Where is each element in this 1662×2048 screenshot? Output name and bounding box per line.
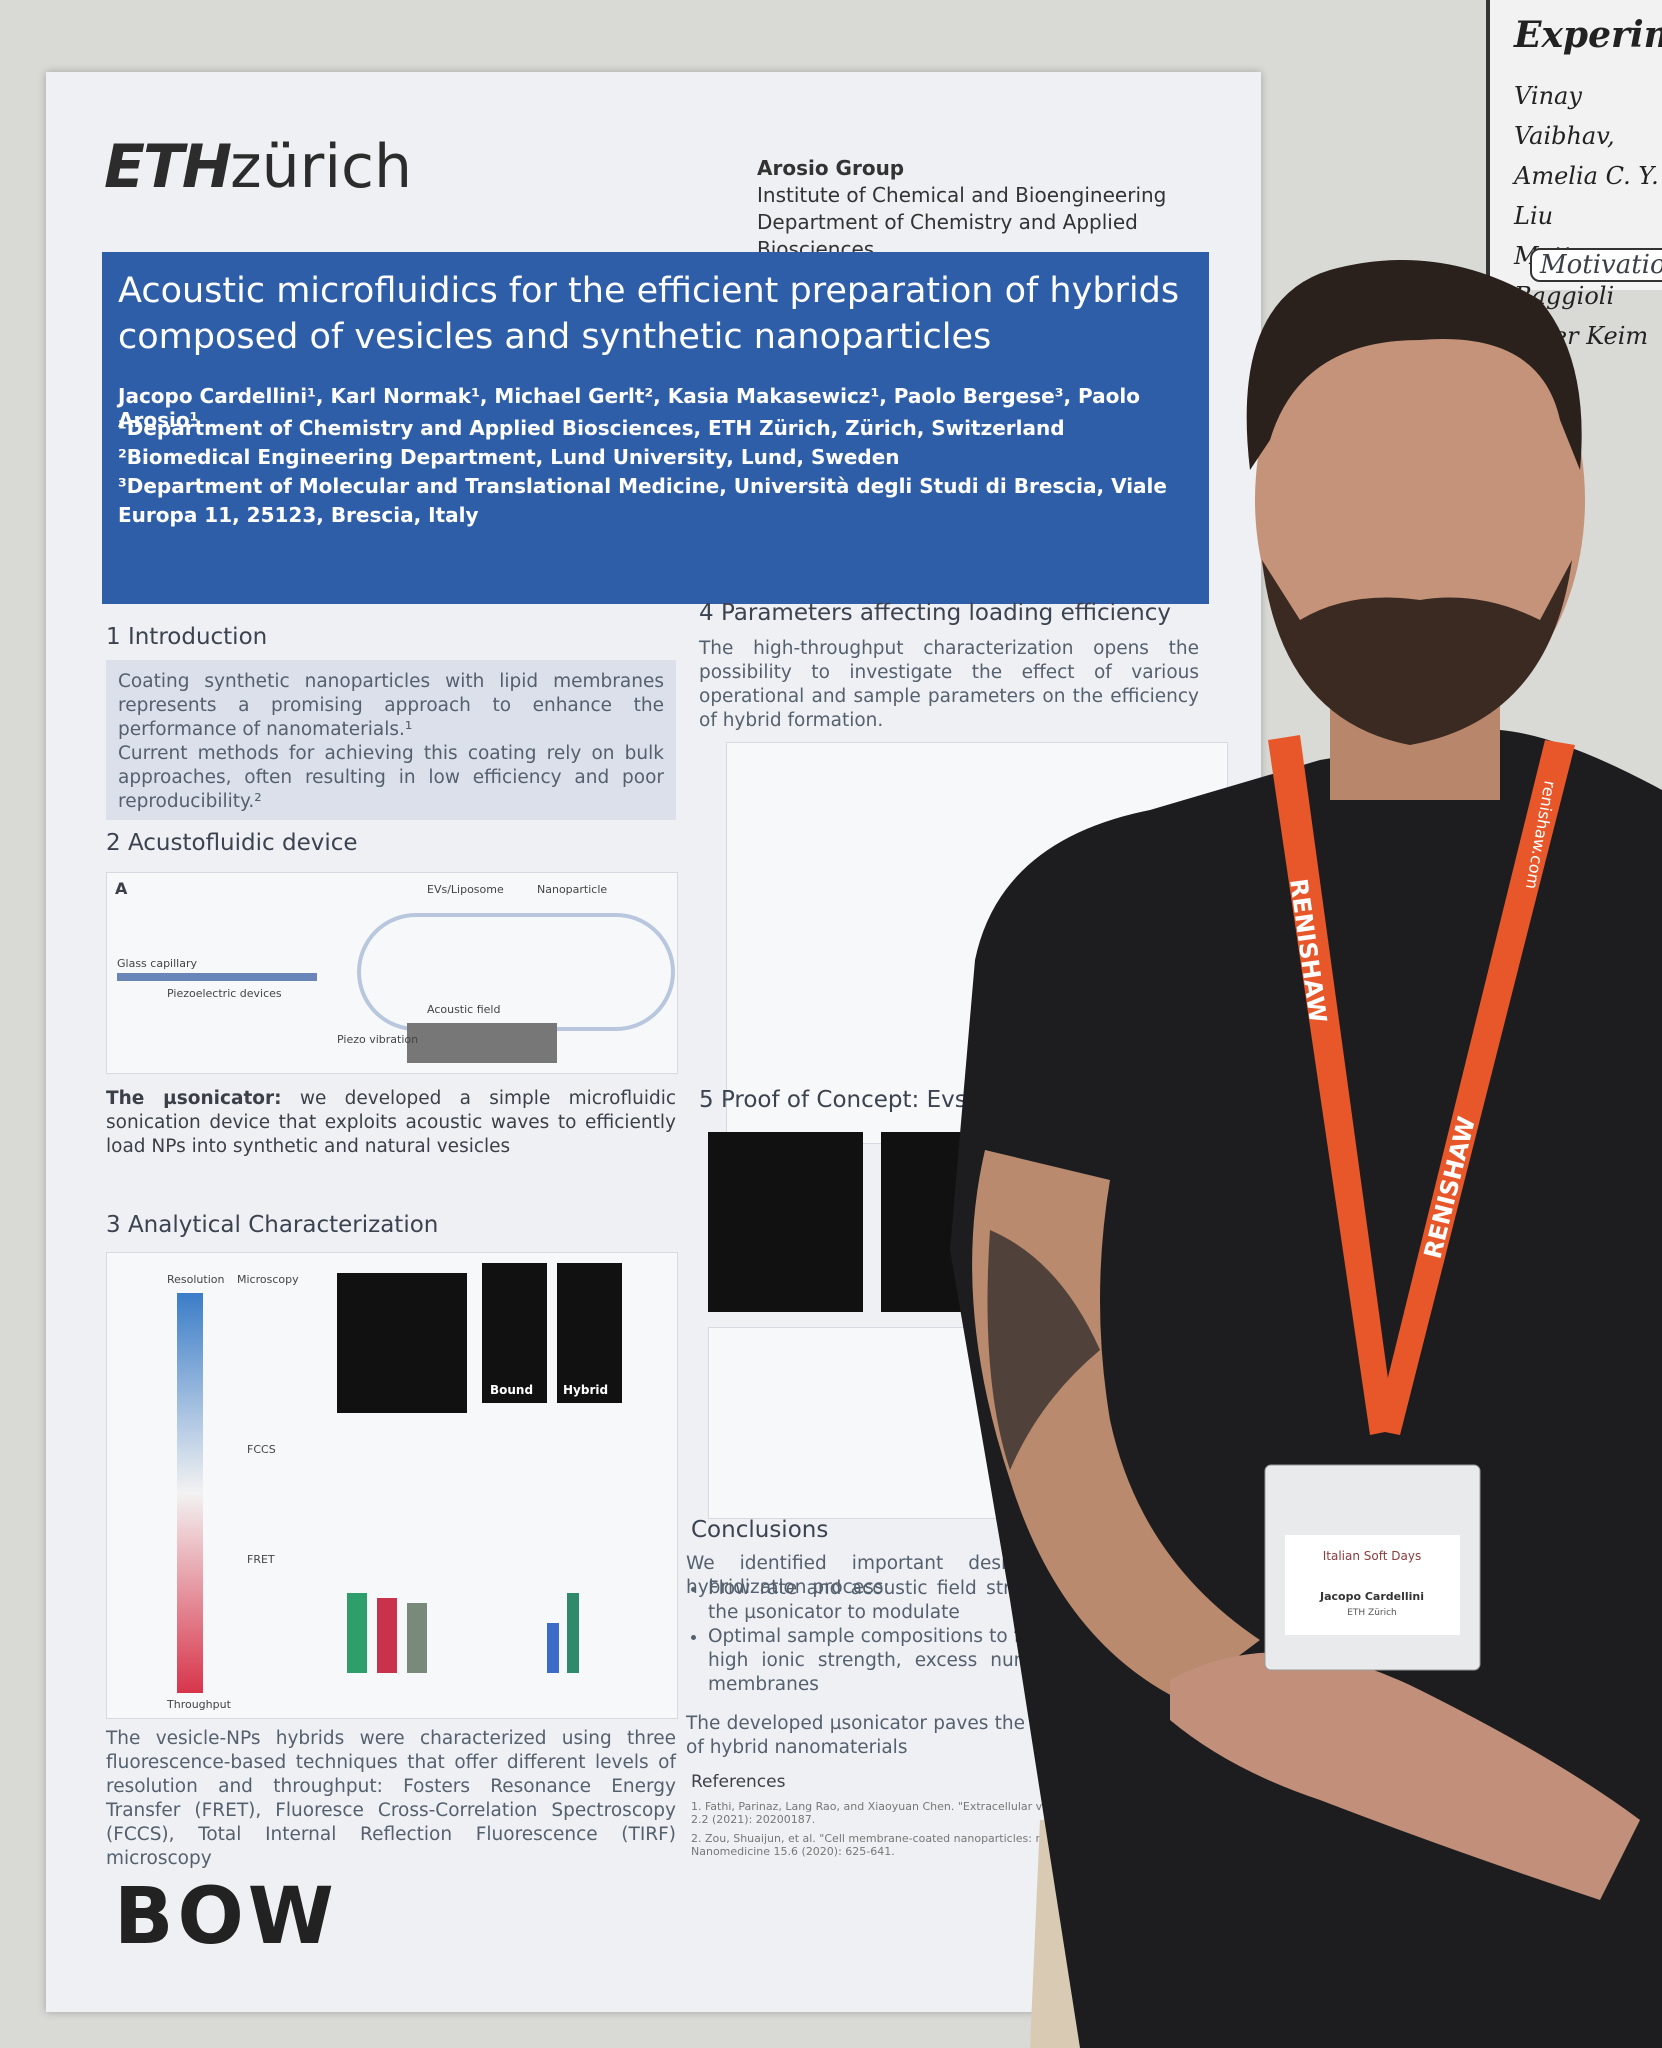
- neighbor-poster: Experimen Vinay Vaibhav, Amelia C. Y. Li…: [1486, 0, 1662, 390]
- parameters-text: The high-throughput characterization ope…: [699, 638, 1199, 731]
- panel-label: A: [115, 879, 128, 898]
- paragraph: Current methods for achieving this coati…: [118, 743, 664, 812]
- section-heading: Conclusions: [691, 1517, 829, 1543]
- figure-label: Hybrid: [563, 1383, 609, 1397]
- badge-event: Italian Soft Days: [1323, 1549, 1421, 1563]
- badge-affiliation: ETH Zürich: [1347, 1608, 1397, 1618]
- group: Arosio Group: [757, 156, 905, 180]
- section-heading: 3 Analytical Characterization: [106, 1212, 439, 1238]
- bar-graphic: [547, 1623, 559, 1673]
- logo-light: zürich: [230, 132, 413, 202]
- author: Vinay Vaibhav,: [1514, 82, 1615, 150]
- figure-label: Microscopy: [237, 1273, 299, 1286]
- reference: 2. Zou, Shuaijun, et al. "Cell membrane-…: [691, 1832, 1117, 1858]
- badge-name: Jacopo Cardellini: [1319, 1590, 1424, 1603]
- figure-label: Throughput: [167, 1698, 231, 1711]
- references-heading: References: [691, 1772, 786, 1792]
- bar-graphic: [407, 1603, 427, 1673]
- gradient-bar: [177, 1293, 203, 1693]
- title: Acoustic microfluidics for the efficient…: [118, 271, 1180, 357]
- affiliation: ²Biomedical Engineering Department, Lund…: [118, 445, 900, 469]
- section-heading: 5 Proof of Concept: Evs-NP: [699, 1087, 1007, 1113]
- body: we developed a simple microfluidic sonic…: [106, 1088, 677, 1157]
- author: Amelia C. Y. Liu: [1514, 162, 1659, 230]
- section-heading: 2 Acustofluidic device: [106, 830, 358, 856]
- micrograph: Bound: [482, 1263, 547, 1403]
- figure-label: Glass capillary: [117, 957, 197, 970]
- characterization-figure: Resolution Microscopy FCCS FRET Throughp…: [106, 1252, 678, 1719]
- bar-graphic: [377, 1598, 397, 1673]
- intro-box: Coating synthetic nanoparticles with lip…: [106, 660, 676, 820]
- lanyard-strap: [1375, 740, 1575, 1435]
- capillary: [117, 973, 317, 981]
- badge-card: [1285, 1535, 1460, 1635]
- affiliation: ³Department of Molecular and Translation…: [118, 474, 1167, 527]
- micrograph: [337, 1273, 467, 1413]
- figure-label: Bound: [490, 1383, 534, 1397]
- paragraph: Coating synthetic nanoparticles with lip…: [118, 671, 664, 740]
- lanyard-strap: [1268, 735, 1395, 1435]
- section-heading: 4 Parameters affecting loading efficienc…: [699, 600, 1171, 626]
- figure-label: FRET: [247, 1553, 275, 1566]
- institute: Institute of Chemical and Bioengineering: [757, 183, 1167, 207]
- piezo: [407, 1023, 557, 1063]
- authors: Jacopo Cardellini¹, Karl Normak¹, Michae…: [118, 384, 1140, 432]
- bow-logo: BOW: [114, 1872, 338, 1962]
- figure-label: Resolution: [167, 1273, 225, 1286]
- affiliation: ¹Department of Chemistry and Applied Bio…: [118, 416, 1065, 440]
- title-banner: Acoustic microfluidics for the efficient…: [102, 252, 1209, 604]
- bar-graphic: [347, 1593, 367, 1673]
- department: Department of Chemistry and Applied Bios…: [757, 210, 1138, 261]
- hands: [1170, 1652, 1640, 1900]
- figure-label: Piezo vibration: [337, 1033, 419, 1046]
- micrograph: Hybrid: [557, 1263, 622, 1403]
- lead: The µsonicator:: [106, 1088, 282, 1109]
- figure-label: Nanoparticle: [537, 883, 608, 896]
- tattoo: [987, 1230, 1100, 1470]
- figure-label: Acoustic field: [427, 1003, 501, 1016]
- micrograph: [708, 1132, 863, 1312]
- eth-logo: ETHzürich: [104, 132, 412, 202]
- neighbor-title: Experimen: [1514, 14, 1662, 56]
- figure-label: FCCS: [247, 1443, 276, 1456]
- figure-label: Piezoelectric devices: [167, 987, 282, 1000]
- device-text: The µsonicator: we developed a simple mi…: [106, 1087, 676, 1159]
- figure-label: EVs/Liposome: [427, 883, 504, 896]
- logo-bold: ETH: [104, 132, 232, 202]
- group-block: Arosio Group Institute of Chemical and B…: [757, 155, 1261, 263]
- characterization-text: The vesicle-NPs hybrids were characteriz…: [106, 1728, 676, 1869]
- beard: [1262, 560, 1572, 745]
- bar-graphic: [567, 1593, 579, 1673]
- section-heading: 1 Introduction: [106, 624, 268, 650]
- neighbor-section: Motivatio: [1530, 248, 1662, 282]
- hair: [1246, 260, 1582, 470]
- device-figure: A EVs/Liposome Nanoparticle Glass capill…: [106, 872, 678, 1074]
